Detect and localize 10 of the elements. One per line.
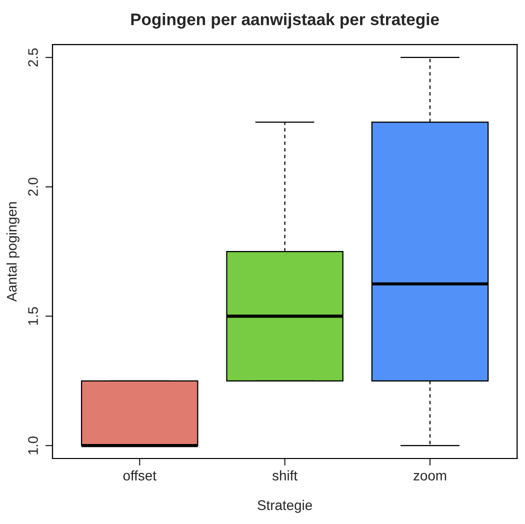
x-tick-label: shift bbox=[272, 470, 298, 481]
x-tick-label: offset bbox=[123, 470, 156, 481]
y-tick-label: 1.5 bbox=[28, 307, 38, 325]
chart-title: Pogingen per aanwijstaak per strategie bbox=[131, 13, 439, 29]
x-tick-label: zoom bbox=[414, 472, 446, 481]
x-axis-title: Strategie bbox=[258, 500, 312, 513]
y-axis-title: Aantal pogingen bbox=[6, 202, 20, 302]
y-tick-label: 2.5 bbox=[28, 48, 38, 66]
y-tick-label: 2.0 bbox=[28, 178, 38, 196]
y-tick-label: 1.0 bbox=[28, 436, 38, 454]
